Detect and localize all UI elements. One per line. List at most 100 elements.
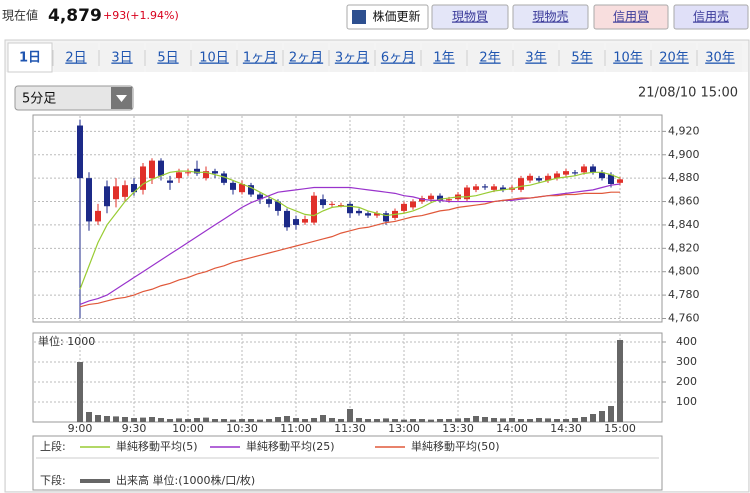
volume-bar xyxy=(239,419,245,422)
button[interactable] xyxy=(512,4,589,30)
tab[interactable] xyxy=(100,43,144,72)
volume-bar xyxy=(392,419,398,422)
tab[interactable] xyxy=(376,43,420,72)
x-tick-label: 10:30 xyxy=(226,422,258,435)
candle-body xyxy=(401,203,407,211)
volume-unit: 単位: 1000 xyxy=(38,334,95,348)
tab[interactable] xyxy=(468,43,512,72)
candle-body xyxy=(383,213,389,222)
tab-label: 3ヶ月 xyxy=(335,51,369,66)
candle-body xyxy=(500,187,506,190)
button[interactable] xyxy=(431,4,509,30)
price-change-pct: (+1.94%) xyxy=(126,9,179,22)
tab[interactable] xyxy=(422,43,466,72)
tab-label: 3年 xyxy=(525,51,546,66)
tab[interactable] xyxy=(606,43,650,72)
volume-bar xyxy=(500,418,506,422)
tab[interactable] xyxy=(238,43,282,72)
y-tick-label: 200 xyxy=(676,375,697,388)
candle-body xyxy=(86,178,92,222)
tab[interactable] xyxy=(698,43,742,72)
candle-body xyxy=(536,178,542,181)
tab-label: 10日 xyxy=(199,51,229,66)
volume-bar xyxy=(140,417,146,422)
moving-average-line xyxy=(79,170,621,290)
volume-bar xyxy=(374,419,380,422)
x-tick-label: 14:00 xyxy=(496,422,528,435)
y-tick-label: 4,860 xyxy=(668,195,700,208)
interval-select[interactable]: 5分足 xyxy=(14,85,134,111)
button[interactable] xyxy=(346,4,429,30)
x-tick-label: 9:30 xyxy=(122,422,147,435)
x-tick-label: 11:00 xyxy=(280,422,312,435)
x-tick-label: 13:00 xyxy=(388,422,420,435)
tab-label: 10年 xyxy=(613,51,643,66)
volume-bar xyxy=(77,362,83,422)
y-tick-label: 4,840 xyxy=(668,218,700,231)
volume-bar xyxy=(185,419,191,422)
refresh-icon xyxy=(352,10,366,24)
volume-bar xyxy=(347,409,353,422)
select-value: 5分足 xyxy=(22,92,56,107)
tab[interactable] xyxy=(514,43,558,72)
tab[interactable] xyxy=(560,43,604,72)
button-label: 現物買 xyxy=(452,10,488,24)
button[interactable] xyxy=(673,4,749,30)
candle-body xyxy=(410,201,416,208)
tab[interactable] xyxy=(54,43,98,72)
button[interactable] xyxy=(593,4,669,30)
volume-bar xyxy=(257,419,263,422)
volume-bar xyxy=(581,417,587,422)
volume-bar xyxy=(86,412,92,422)
tab[interactable] xyxy=(192,43,236,72)
tab-label: 5日 xyxy=(157,51,178,66)
tab-label: 1ヶ月 xyxy=(243,51,277,66)
candle-body xyxy=(176,172,182,179)
candle-body xyxy=(608,174,614,184)
tab-label: 2ヶ月 xyxy=(289,51,323,66)
tab[interactable] xyxy=(7,42,53,73)
candle-body xyxy=(194,168,200,174)
tab[interactable] xyxy=(284,43,328,72)
legend-lower-label: 下段: xyxy=(40,473,66,487)
price-change: +93 xyxy=(103,9,126,22)
y-tick-label: 4,900 xyxy=(668,148,700,161)
volume-bar xyxy=(536,418,542,422)
x-tick-label: 11:30 xyxy=(334,422,366,435)
candle-body xyxy=(338,205,344,207)
candle-body xyxy=(617,179,623,183)
candle-body xyxy=(527,175,533,181)
y-tick-label: 4,920 xyxy=(668,124,700,137)
button-label: 信用売 xyxy=(693,9,729,24)
current-price: 4,879 xyxy=(48,6,102,26)
tab-label: 20年 xyxy=(659,51,689,66)
candle-body xyxy=(365,213,371,216)
price-plot xyxy=(32,114,663,323)
volume-bar xyxy=(167,419,173,422)
candle-body xyxy=(257,194,263,200)
candle-body xyxy=(329,203,335,205)
candle-body xyxy=(347,203,353,214)
volume-bar xyxy=(329,418,335,422)
volume-bar xyxy=(266,419,272,422)
candle-body xyxy=(446,199,452,201)
tab[interactable] xyxy=(652,43,696,72)
volume-bar xyxy=(473,416,479,422)
tab-label: 3日 xyxy=(111,51,132,66)
candle-body xyxy=(95,210,101,222)
candle-body xyxy=(140,166,146,190)
volume-bar xyxy=(527,419,533,422)
volume-bar xyxy=(113,416,119,422)
candle-body xyxy=(473,186,479,190)
y-tick-label: 4,780 xyxy=(668,288,700,301)
candle-body xyxy=(491,186,497,190)
tab[interactable] xyxy=(330,43,374,72)
tab-label: 2日 xyxy=(65,51,86,66)
volume-bar xyxy=(419,419,425,422)
x-tick-label: 9:00 xyxy=(68,422,93,435)
candle-body xyxy=(203,171,209,179)
tab[interactable] xyxy=(146,43,190,72)
select-arrow xyxy=(116,95,127,102)
volume-bar xyxy=(284,416,290,422)
button-label: 株価更新 xyxy=(372,9,420,24)
